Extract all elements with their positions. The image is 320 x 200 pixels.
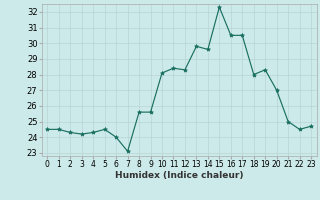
X-axis label: Humidex (Indice chaleur): Humidex (Indice chaleur) [115, 171, 244, 180]
